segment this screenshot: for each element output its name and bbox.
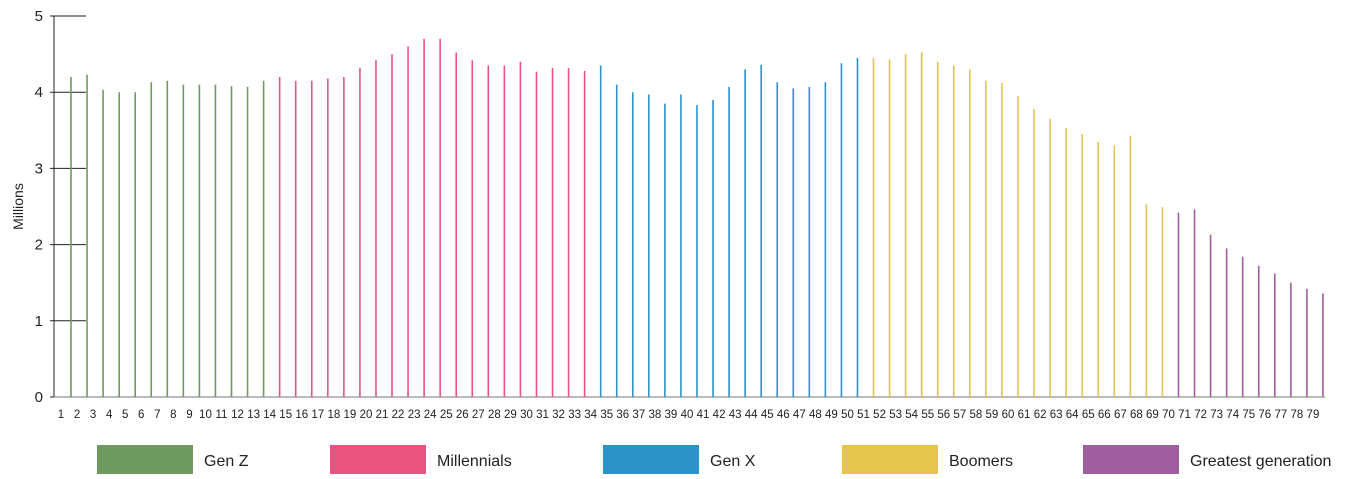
x-tick-label: 47 (793, 409, 806, 421)
x-tick-label: 63 (1050, 409, 1063, 421)
x-tick-label: 52 (873, 409, 886, 421)
x-tick-label: 50 (841, 409, 854, 421)
x-tick-label: 5 (122, 409, 128, 421)
x-tick-label: 21 (376, 409, 389, 421)
legend-swatch (603, 445, 699, 474)
x-tick-label: 31 (536, 409, 549, 421)
x-tick-label: 61 (1018, 409, 1031, 421)
legend-swatch (1083, 445, 1179, 474)
y-tick-label: 0 (35, 389, 43, 406)
x-tick-label: 74 (1226, 409, 1239, 421)
x-tick-label: 48 (809, 409, 822, 421)
x-tick-label: 55 (921, 409, 934, 421)
x-tick-label: 37 (632, 409, 645, 421)
x-tick-label: 68 (1130, 409, 1143, 421)
legend-label: Gen Z (204, 453, 249, 470)
x-tick-label: 35 (600, 409, 613, 421)
y-tick-label: 2 (35, 237, 43, 254)
legend-label: Gen X (710, 453, 756, 470)
x-tick-label: 12 (231, 409, 244, 421)
x-tick-label: 33 (568, 409, 581, 421)
x-tick-label: 54 (905, 409, 918, 421)
x-tick-label: 28 (488, 409, 501, 421)
x-tick-label: 73 (1210, 409, 1223, 421)
y-tick-label: 1 (35, 313, 43, 330)
x-tick-label: 3 (90, 409, 96, 421)
x-tick-label: 59 (986, 409, 999, 421)
x-tick-label: 30 (520, 409, 533, 421)
x-tick-label: 27 (472, 409, 485, 421)
x-tick-label: 75 (1242, 409, 1255, 421)
x-tick-label: 67 (1114, 409, 1127, 421)
x-tick-label: 41 (697, 409, 710, 421)
x-tick-label: 36 (616, 409, 629, 421)
legend-label: Millennials (437, 453, 512, 470)
legend-swatch (842, 445, 938, 474)
x-tick-label: 39 (665, 409, 678, 421)
y-tick-label: 4 (35, 84, 43, 101)
x-tick-label: 51 (857, 409, 870, 421)
x-tick-label: 56 (937, 409, 950, 421)
x-tick-label: 53 (889, 409, 902, 421)
x-tick-label: 44 (745, 409, 758, 421)
x-tick-label: 23 (408, 409, 421, 421)
x-tick-label: 64 (1066, 409, 1079, 421)
x-tick-label: 24 (424, 409, 437, 421)
x-tick-label: 79 (1307, 409, 1320, 421)
x-tick-label: 42 (713, 409, 726, 421)
x-tick-label: 15 (279, 409, 292, 421)
x-tick-label: 62 (1034, 409, 1047, 421)
x-tick-label: 40 (681, 409, 694, 421)
y-tick-label: 5 (35, 8, 43, 25)
x-tick-label: 9 (186, 409, 192, 421)
x-tick-label: 11 (216, 409, 228, 421)
y-tick-label: 3 (35, 160, 43, 177)
x-tick-label: 4 (106, 409, 113, 421)
x-tick-label: 76 (1258, 409, 1271, 421)
x-tick-label: 18 (327, 409, 340, 421)
x-tick-label: 29 (504, 409, 517, 421)
legend-swatch (330, 445, 426, 474)
x-tick-label: 77 (1274, 409, 1287, 421)
x-tick-label: 6 (138, 409, 144, 421)
x-tick-label: 46 (777, 409, 790, 421)
x-tick-label: 58 (969, 409, 982, 421)
x-tick-label: 17 (311, 409, 324, 421)
x-tick-label: 65 (1082, 409, 1095, 421)
x-tick-label: 38 (648, 409, 661, 421)
x-tick-label: 14 (263, 409, 276, 421)
x-tick-label: 66 (1098, 409, 1111, 421)
x-tick-label: 49 (825, 409, 838, 421)
x-tick-label: 10 (199, 409, 212, 421)
x-tick-label: 13 (247, 409, 260, 421)
x-tick-label: 16 (295, 409, 308, 421)
x-tick-label: 25 (440, 409, 453, 421)
x-tick-label: 60 (1002, 409, 1015, 421)
x-tick-label: 78 (1291, 409, 1304, 421)
x-tick-label: 2 (74, 409, 80, 421)
legend-label: Boomers (949, 453, 1013, 470)
x-tick-label: 19 (344, 409, 357, 421)
x-tick-label: 70 (1162, 409, 1175, 421)
x-tick-label: 22 (392, 409, 405, 421)
x-tick-label: 1 (58, 409, 64, 421)
legend-swatch (97, 445, 193, 474)
y-axis-title: Millions (10, 183, 26, 230)
x-tick-label: 34 (584, 409, 597, 421)
x-tick-label: 43 (729, 409, 742, 421)
x-tick-label: 32 (552, 409, 565, 421)
x-tick-label: 71 (1178, 409, 1191, 421)
x-tick-label: 20 (360, 409, 373, 421)
legend-label: Greatest generation (1190, 453, 1331, 470)
x-tick-label: 45 (761, 409, 774, 421)
x-tick-label: 7 (154, 409, 160, 421)
x-tick-label: 8 (170, 409, 176, 421)
x-tick-label: 26 (456, 409, 469, 421)
x-tick-label: 69 (1146, 409, 1159, 421)
x-tick-label: 57 (953, 409, 966, 421)
x-tick-label: 72 (1194, 409, 1207, 421)
